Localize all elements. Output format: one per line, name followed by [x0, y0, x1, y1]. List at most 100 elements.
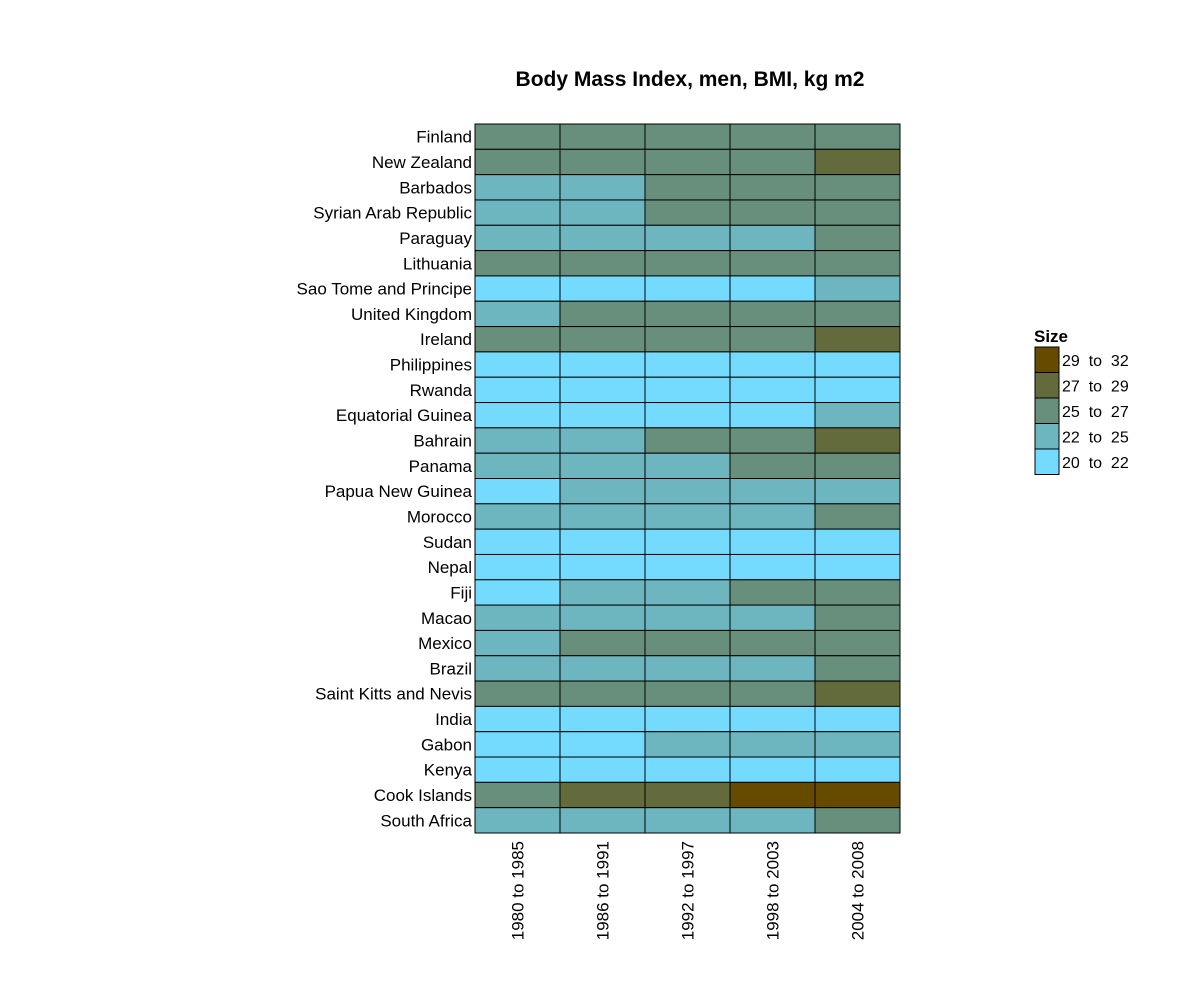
heatmap-cell [814, 478, 901, 505]
legend-swatch [1034, 372, 1060, 399]
heatmap-cell [474, 478, 561, 505]
heatmap-cell [559, 174, 646, 201]
row-label: Equatorial Guinea [336, 406, 473, 425]
heatmap-cell [814, 452, 901, 479]
heatmap-cell [814, 655, 901, 682]
heatmap-cell [814, 123, 901, 150]
row-label: India [435, 710, 472, 729]
row-label: Papua New Guinea [325, 482, 473, 501]
heatmap-cell [729, 655, 816, 682]
heatmap-cell [559, 731, 646, 758]
row-label: South Africa [380, 811, 472, 830]
heatmap-cell [644, 579, 731, 606]
heatmap-cell [814, 326, 901, 353]
heatmap-cell [474, 123, 561, 150]
heatmap-cell [559, 351, 646, 378]
heatmap-cell [729, 705, 816, 733]
heatmap-cell [644, 756, 731, 783]
heatmap-cell [644, 731, 731, 758]
heatmap-cell [814, 427, 901, 454]
heatmap-cell [559, 579, 646, 606]
heatmap-cell [474, 199, 561, 226]
legend: Size 29 to 32 27 to 29 25 to 27 22 to 25 20 … [1034, 327, 1129, 475]
heatmap-cell [559, 553, 646, 581]
heatmap-cell [644, 452, 731, 479]
row-label: Macao [421, 609, 472, 628]
heatmap-cell [729, 427, 816, 454]
heatmap-cell [474, 427, 561, 454]
heatmap-cell [729, 629, 816, 657]
heatmap-cell [729, 376, 816, 404]
heatmap-cell [729, 300, 816, 328]
heatmap-cell [644, 807, 731, 834]
heatmap-cell [644, 553, 731, 581]
heatmap-cell [814, 351, 901, 378]
heatmap-cell [474, 174, 561, 201]
heatmap-cell [729, 326, 816, 353]
heatmap-cell [559, 807, 646, 834]
heatmap-cell [644, 528, 731, 555]
heatmap-cell [814, 250, 901, 277]
heatmap-cell [474, 503, 561, 530]
heatmap-cell [644, 655, 731, 682]
heatmap-cell [474, 452, 561, 479]
row-label: Paraguay [399, 229, 472, 248]
row-label: Morocco [407, 507, 472, 526]
heatmap-cell [729, 148, 816, 176]
heatmap-cell [559, 452, 646, 479]
row-label: Sudan [423, 533, 472, 552]
legend-swatch [1034, 423, 1060, 450]
row-label: Brazil [429, 659, 472, 678]
heatmap-cell [729, 680, 816, 707]
chart-title: Body Mass Index, men, BMI, kg m2 [515, 68, 865, 91]
heatmap-cell [474, 250, 561, 277]
heatmap-cell [644, 427, 731, 454]
row-label: Rwanda [410, 381, 473, 400]
row-label: Fiji [450, 583, 472, 602]
heatmap-cell [729, 756, 816, 783]
heatmap-cell [814, 579, 901, 606]
heatmap-cell [814, 402, 901, 429]
heatmap-cell [814, 148, 901, 176]
heatmap-cell [644, 604, 731, 631]
legend-label: 20 to 22 [1062, 455, 1129, 472]
heatmap-cells [474, 123, 901, 834]
heatmap-cell [644, 250, 731, 277]
heatmap-cell [474, 402, 561, 429]
heatmap-cell [644, 300, 731, 328]
row-labels: Finland New Zealand Barbados Syrian Arab Re… [297, 128, 473, 831]
heatmap-cell [644, 326, 731, 353]
heatmap-cell [814, 604, 901, 631]
heatmap-cell [729, 781, 816, 809]
heatmap-cell [814, 781, 901, 809]
heatmap-cell [559, 604, 646, 631]
legend-label: 29 to 32 [1062, 353, 1129, 370]
heatmap-cell [474, 655, 561, 682]
heatmap-cell [644, 351, 731, 378]
heatmap-cell [814, 174, 901, 201]
row-label: Panama [409, 457, 473, 476]
row-label: Nepal [428, 558, 472, 577]
row-label: Sao Tome and Principe [297, 280, 472, 299]
heatmap-cell [559, 199, 646, 226]
heatmap-cell [644, 174, 731, 201]
heatmap-cell [729, 452, 816, 479]
heatmap-cell [644, 148, 731, 176]
row-label: Barbados [399, 178, 472, 197]
heatmap-cell [729, 604, 816, 631]
heatmap-cell [474, 807, 561, 834]
heatmap-cell [559, 629, 646, 657]
heatmap-cell [474, 579, 561, 606]
heatmap-cell [729, 731, 816, 758]
heatmap-cell [474, 756, 561, 783]
heatmap-cell [644, 402, 731, 429]
heatmap-cell [814, 300, 901, 328]
heatmap-cell [559, 402, 646, 429]
heatmap-cell [729, 351, 816, 378]
heatmap-cell [644, 199, 731, 226]
heatmap-cell [474, 300, 561, 328]
row-label: Bahrain [413, 432, 472, 451]
heatmap-cell [814, 629, 901, 657]
